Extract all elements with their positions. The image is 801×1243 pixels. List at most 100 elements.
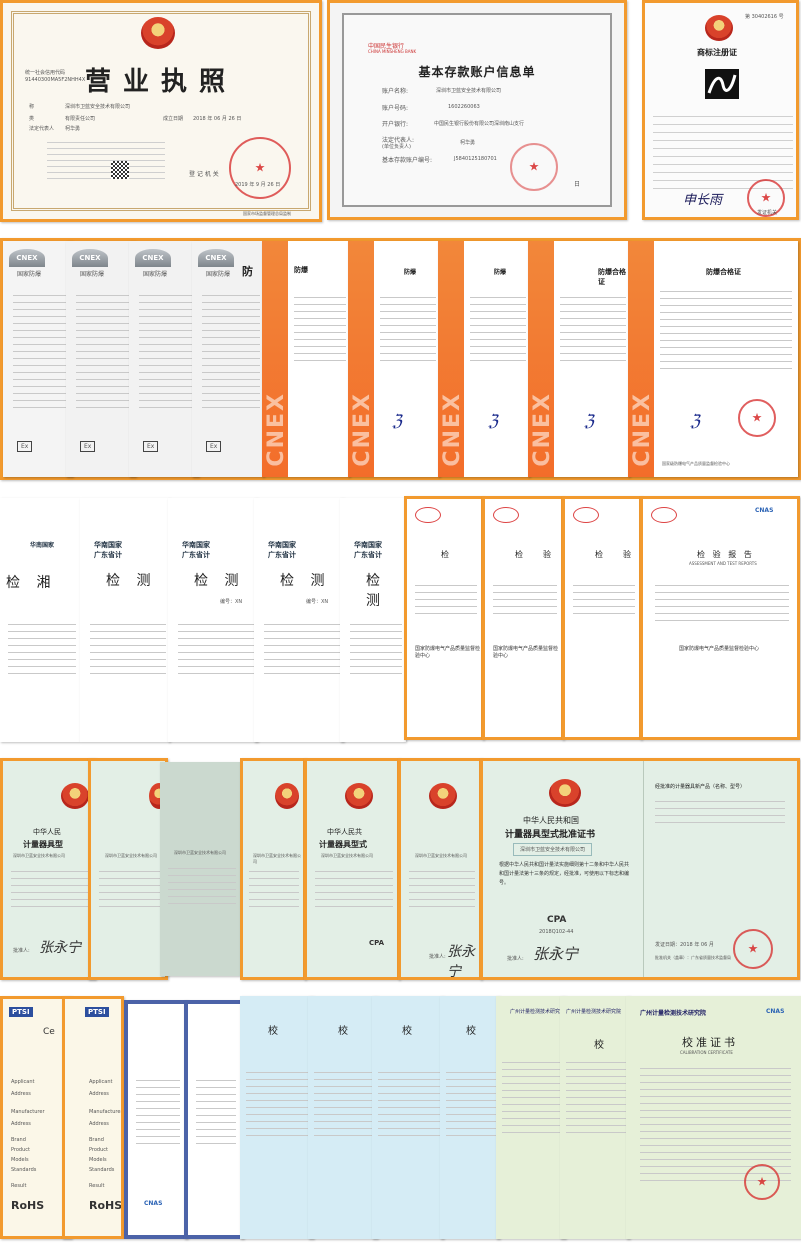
signature: ℨ (584, 411, 594, 430)
rep-label-2: (单位负责人) (382, 144, 411, 150)
qr-code-icon (111, 161, 129, 179)
credit-code-label: 统一社会信用代码 (25, 70, 66, 76)
report-5: 华南国家 广东省计 检 测 (340, 498, 406, 742)
approval-title: 计量器具型 (23, 840, 63, 849)
rep-label: 法定代表人 (29, 126, 55, 132)
company-name: 深圳市卫蓝安全技术有限公司 (105, 853, 157, 858)
company-name: 深圳市卫蓝安全技术有限公司 (174, 850, 226, 855)
calib-green-2: 广州计量检测技术研究院 校 (560, 996, 630, 1239)
cnas-logo-icon: CNAS (755, 507, 774, 514)
approval-2: 深圳市卫蓝安全技术有限公司 (88, 758, 168, 980)
cnas-cert-2 (184, 1000, 244, 1239)
report-cut: 检 湘 华南国家 (0, 498, 80, 742)
red-seal-icon (733, 929, 773, 969)
bank-seal-icon (510, 143, 558, 191)
calib-green-1: 广州计量检测技术研究院 (496, 996, 566, 1239)
institute-name: 广州计量检测技术研究院 (640, 1010, 707, 1017)
label-applicant: Applicant (11, 1079, 35, 1085)
calib-title-en: CALIBRATION CERTIFICATE (680, 1050, 733, 1055)
ex-mark-icon: Ex (80, 441, 96, 452)
signature: ℨ (488, 411, 498, 430)
calib-char: 校 (402, 1026, 412, 1037)
inspection-report-1: 检 国家防爆电气产品质量监督检验中心 (404, 496, 484, 740)
brand-label: 国家防爆 (206, 271, 231, 278)
calib-blue-1: 校 (240, 996, 314, 1239)
approver-label: 批准人: (429, 954, 446, 960)
open-bank-label: 开户银行: (382, 121, 409, 128)
rohs-mark: RoHS (11, 1199, 45, 1212)
calib-blue-3: 校 (372, 996, 444, 1239)
rep-label: 法定代表人: (382, 137, 415, 144)
center-name: 国家防爆电气产品质量监督检验中心 (415, 646, 481, 659)
red-seal-icon (744, 1164, 780, 1200)
trademark-signature: 申长雨 (683, 193, 723, 208)
orange-side-band: CNEX (528, 241, 555, 477)
orange-cert-5: CNEX 防爆合格证 ℨ 国家级防爆电气产品质量监督检验中心 (628, 241, 798, 477)
authority-label: 登 记 机 关 (189, 171, 219, 178)
approval-code: 2018Q102-44 (539, 929, 574, 935)
inspection-report-3: 检 验 (562, 496, 642, 740)
bank-legal-rep: 柯华勇 (460, 140, 476, 146)
institute-logo: 华南国家 (354, 541, 382, 549)
national-emblem-icon (275, 783, 299, 809)
agency: 国家级防爆电气产品质量监督检验中心 (662, 461, 730, 466)
fold-line (643, 761, 644, 977)
company-name: 深圳市卫蓝安全技术有限公司 (13, 853, 65, 858)
report-3: 华南国家 广东省计 检 测 编号：XN (168, 498, 258, 742)
scope-text-block (47, 137, 165, 181)
approval-5: 中华人民共 计量器具型式 深圳市卫蓝安全技术有限公司 CPA (304, 758, 400, 980)
company-name: 深圳市卫蓝安全技术有限公司 (321, 853, 373, 858)
approval-3: 深圳市卫蓝安全技术有限公司 (160, 762, 240, 976)
trademark-title: 商标注册证 (697, 47, 737, 57)
orange-side-band: CNEX (348, 241, 375, 477)
approval-6: 深圳市卫蓝安全技术有限公司 批准人: 张永宁 (398, 758, 482, 980)
license-title: 营业执照 (84, 67, 237, 97)
legal-rep: 柯华勇 (65, 126, 81, 132)
cert-title-partial: 防爆 (294, 266, 308, 274)
ptsi-logo: PTSI (9, 1007, 33, 1017)
calib-green-main: 广州计量检测技术研究院 CNAS 校准证书 CALIBRATION CERTIF… (626, 996, 801, 1239)
cnex-watermark: CNEX (440, 392, 465, 467)
national-emblem-icon (61, 783, 89, 809)
red-seal-icon (229, 137, 291, 199)
cnex-watermark: CNEX (350, 392, 375, 467)
cnas-logo-icon: CNAS (766, 1008, 785, 1015)
red-seal-icon (738, 399, 776, 437)
cnas-cert-1: CNAS (124, 1000, 188, 1239)
report-title: 检 湘 (6, 575, 57, 591)
permit-label: 基本存款账户编号: (382, 157, 433, 164)
report-title: 检 测 (194, 573, 245, 589)
trademark-text-lines (653, 109, 793, 189)
inspection-title: 检 验 报 告 (697, 550, 752, 559)
inspect-char-2: 验 (623, 550, 631, 559)
account-number-label: 账户号码: (382, 105, 409, 112)
cert-title-short: 防 (242, 265, 253, 278)
calib-title: 校准证书 (682, 1036, 738, 1049)
trademark-seal-icon (747, 179, 785, 217)
row-metrology-approvals: 中华人民 计量器具型 深圳市卫蓝安全技术有限公司 批准人: 张永宁 深圳市卫蓝安… (0, 758, 801, 980)
approval-1: 中华人民 计量器具型 深圳市卫蓝安全技术有限公司 批准人: 张永宁 (0, 758, 96, 980)
cpa-mark-icon: CPA (547, 915, 567, 925)
cnas-logo-icon: CNAS (144, 1200, 163, 1207)
inspect-char-2: 验 (543, 550, 551, 559)
inspect-char: 检 (515, 550, 523, 559)
orange-side-band: CNEX (262, 241, 289, 477)
brand-label: 国家防爆 (143, 271, 168, 278)
cma-logo-icon (573, 507, 599, 523)
type-label: 类 (29, 116, 35, 122)
orange-cert-4: CNEX 防爆合格证 ℨ (528, 241, 630, 477)
bank-name-en: CHINA MINSHENG BANK (368, 49, 417, 54)
bank-account-sheet: 中国民生银行 CHINA MINSHENG BANK 基本存款账户信息单 账户名… (327, 0, 627, 220)
approver-label: 批准人: (507, 956, 524, 962)
center-name: 国家防爆电气产品质量监督检验中心 (679, 646, 760, 652)
calib-char: 校 (268, 1026, 278, 1037)
inspection-report-4: CNAS 检 验 报 告 ASSESSMENT AND TEST REPORTS… (640, 496, 800, 740)
calib-blue-4: 校 (440, 996, 500, 1239)
calib-char: 校 (594, 1040, 604, 1051)
account-name-label: 账户名称: (382, 88, 409, 95)
row-explosion-proof-certs: CNEX 国家防爆 Ex CNEX 国家防爆 Ex CNEX 国家防爆 Ex C… (0, 238, 801, 481)
date-label: 成立日期 (163, 116, 184, 122)
report-4: 华南国家 广东省计 检 测 编号：XN (254, 498, 344, 742)
prc-title: 中华人民 (33, 828, 61, 836)
company-type: 有限责任公司 (65, 116, 96, 122)
